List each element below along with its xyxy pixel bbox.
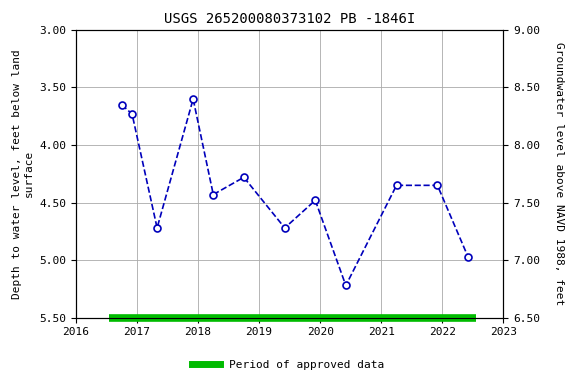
Y-axis label: Groundwater level above NAVD 1988, feet: Groundwater level above NAVD 1988, feet bbox=[554, 42, 564, 305]
Y-axis label: Depth to water level, feet below land
surface: Depth to water level, feet below land su… bbox=[12, 49, 33, 299]
Title: USGS 265200080373102 PB -1846I: USGS 265200080373102 PB -1846I bbox=[164, 12, 415, 26]
Legend: Period of approved data: Period of approved data bbox=[188, 356, 388, 375]
